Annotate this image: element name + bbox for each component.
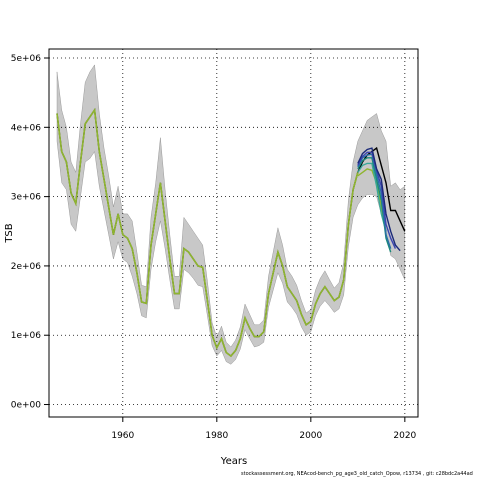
y-tick-label: 4e+06	[11, 123, 42, 133]
y-tick-label: 3e+06	[11, 193, 42, 203]
series-lines	[56, 107, 406, 358]
series-line-peel-2017	[357, 153, 392, 249]
series-line-peel-2014	[357, 168, 387, 232]
y-tick-label: 0e+00	[11, 401, 42, 411]
plot-frame	[48, 48, 419, 418]
y-tick-label: 2e+06	[11, 262, 42, 272]
x-tick-label: 2020	[393, 431, 416, 441]
y-axis-title: TSB	[4, 223, 15, 243]
series-line-history	[56, 107, 359, 358]
confidence-band	[56, 64, 405, 365]
x-axis-title: Years	[220, 456, 247, 467]
y-tick-label: 5e+06	[11, 54, 42, 64]
series-line-peel-2019	[357, 147, 401, 252]
confidence-band-area	[56, 64, 405, 365]
x-tick-label: 2000	[299, 431, 322, 441]
axes: 1960 1980 2000 2020 0e+00 1e+06 2e+06 3e+06 4e+0…	[11, 54, 417, 441]
y-tick-label: 1e+06	[11, 331, 42, 341]
footer-caption: stockassessment.org, NEAcod-bench_pg_age…	[241, 471, 473, 477]
x-tick-label: 1960	[111, 431, 134, 441]
series-line-peel-2015	[357, 162, 387, 232]
x-tick-label: 1980	[205, 431, 228, 441]
